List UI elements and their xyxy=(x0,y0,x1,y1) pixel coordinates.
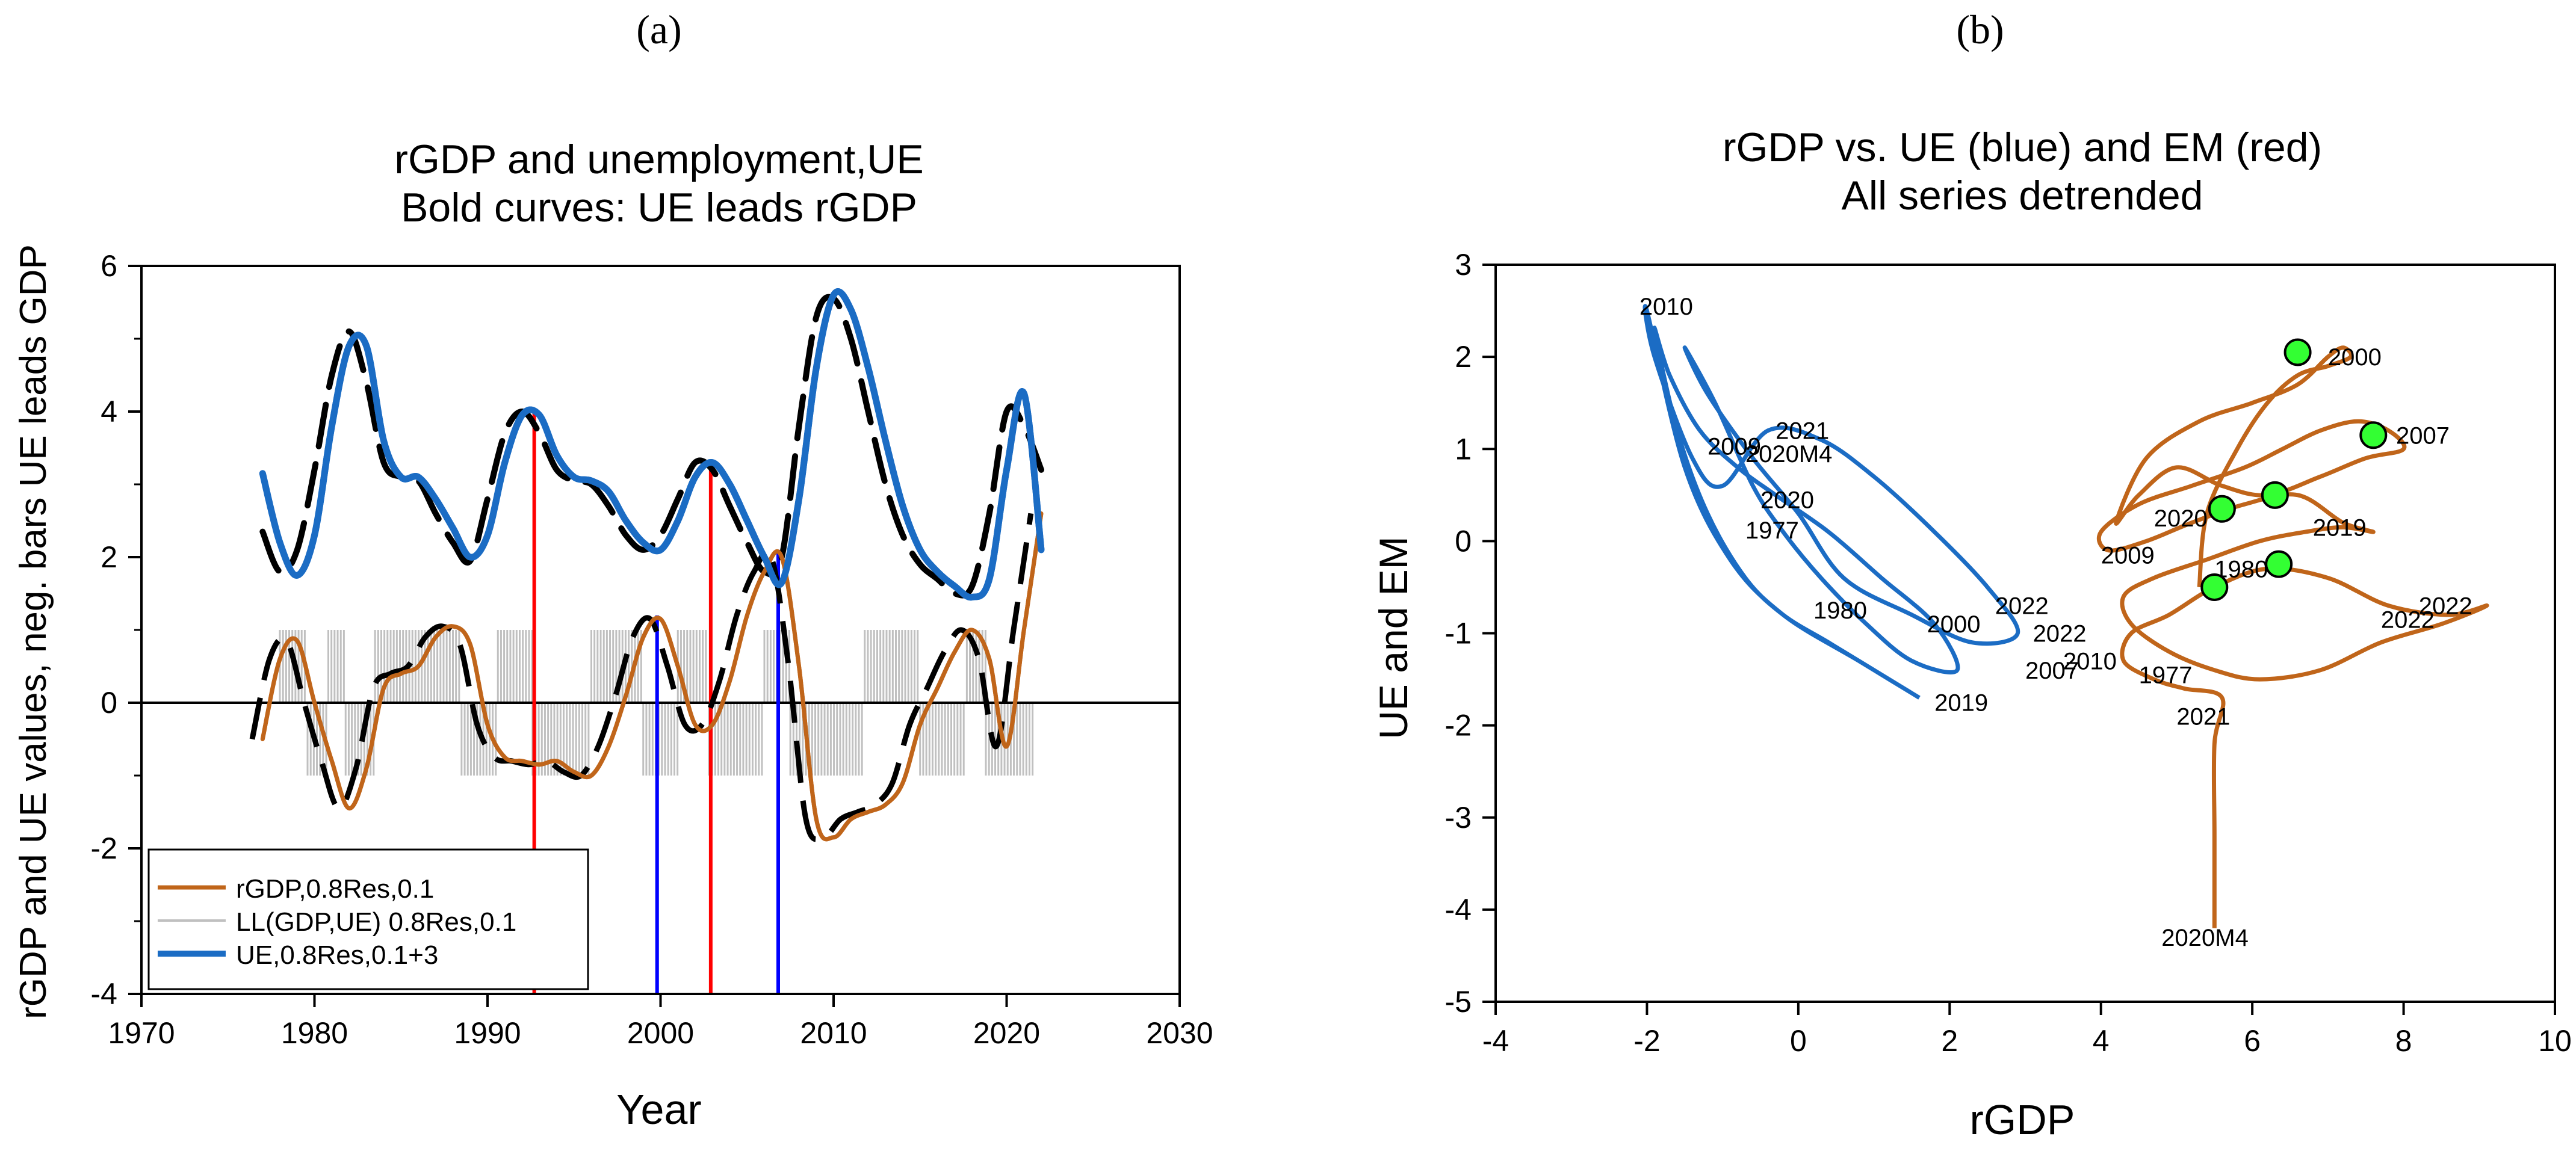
series-ue-lagged xyxy=(259,294,1044,599)
year-annotation: 2022 xyxy=(1995,593,2049,620)
x-tick-label: 6 xyxy=(2244,1024,2261,1058)
y-tick-label: -4 xyxy=(91,977,117,1011)
year-annotation: 2020M4 xyxy=(1745,441,1833,467)
x-tick-label: -4 xyxy=(1482,1024,1509,1058)
y-tick-label: -5 xyxy=(1445,985,1472,1019)
y-tick-label: 0 xyxy=(1455,524,1472,558)
year-annotation: 2020 xyxy=(2154,505,2208,532)
year-annotation: 2007 xyxy=(2025,658,2079,684)
panel-a-title-line1: rGDP and unemployment,UE xyxy=(394,137,923,182)
y-tick-label: -1 xyxy=(1445,617,1472,650)
green-point xyxy=(2283,338,2312,366)
panel-b-label: (b) xyxy=(1956,7,2004,52)
x-tick-label: 2000 xyxy=(627,1016,694,1050)
panel-b-title-line1: rGDP vs. UE (blue) and EM (red) xyxy=(1723,125,2322,170)
x-tick-label: 1990 xyxy=(454,1016,521,1050)
green-point xyxy=(2261,481,2289,509)
y-tick-label: 4 xyxy=(101,395,117,428)
year-annotation: 2009 xyxy=(1708,434,1761,460)
panel-a-xlabel: Year xyxy=(616,1086,701,1133)
year-annotation: 2022 xyxy=(2381,607,2435,634)
y-tick-label: 3 xyxy=(1455,248,1472,282)
x-tick-label: 8 xyxy=(2395,1024,2412,1058)
series-rgdp-top xyxy=(260,513,1044,842)
x-tick-label: 4 xyxy=(2093,1024,2110,1058)
y-tick-label: 0 xyxy=(101,686,117,720)
green-point xyxy=(2359,421,2388,449)
x-tick-label: 10 xyxy=(2538,1024,2572,1058)
green-point xyxy=(2208,495,2236,523)
x-tick-label: -2 xyxy=(1633,1024,1660,1058)
x-tick-label: 2 xyxy=(1941,1024,1958,1058)
year-annotation: 2000 xyxy=(2328,344,2382,371)
panel-b-ylabel: UE and EM xyxy=(1371,536,1416,739)
chart-a: 1970 1980 1990 2000 2010 2020 2030 -4 -2 0 2 4 6 xyxy=(91,249,1213,1050)
green-point xyxy=(2265,550,2293,578)
y-tick-label: 2 xyxy=(1455,340,1472,374)
year-annotation: 2010 xyxy=(2063,648,2117,674)
x-tick-label: 2030 xyxy=(1146,1016,1213,1050)
year-annotation: 2020 xyxy=(1760,487,1814,513)
x-tick-label: 2020 xyxy=(973,1016,1040,1050)
year-annotation: 2010 xyxy=(1639,294,1693,320)
year-annotation: 1977 xyxy=(1745,517,1799,544)
panel-b-xlabel: rGDP xyxy=(1970,1096,2075,1143)
x-tick-label: 1980 xyxy=(281,1016,348,1050)
x-tick-label: 2010 xyxy=(800,1016,867,1050)
y-tick-label: 6 xyxy=(101,249,117,283)
legend-label-ue: UE,0.8Res,0.1+3 xyxy=(236,940,438,970)
year-annotation: 2020M4 xyxy=(2161,925,2249,951)
series-ue-loop xyxy=(1643,304,2020,700)
year-annotation: 2021 xyxy=(1776,418,1829,445)
x-tick-label: 1970 xyxy=(108,1016,175,1050)
green-point xyxy=(2200,573,2229,601)
series-rgdp-lagged xyxy=(249,513,1034,842)
year-annotation: 2000 xyxy=(1927,611,1981,638)
y-tick-label: -4 xyxy=(1445,893,1472,927)
chart-b: 2010202120092020M42020197719802000202220… xyxy=(1445,248,2572,1058)
x-tick-label: 0 xyxy=(1790,1024,1807,1058)
year-annotation: 2019 xyxy=(2313,514,2367,541)
year-annotation: 2007 xyxy=(2396,422,2450,449)
panel-a-ylabel: rGDP and UE values, neg. bars UE leads G… xyxy=(13,244,54,1019)
year-annotation: 2019 xyxy=(1934,690,1988,716)
y-tick-label: -3 xyxy=(1445,801,1472,835)
year-annotation: 2009 xyxy=(2101,542,2155,569)
legend-label-rgdp: rGDP,0.8Res,0.1 xyxy=(236,874,434,904)
year-annotation: 2022 xyxy=(2419,593,2472,620)
year-annotation: 2021 xyxy=(2176,703,2230,730)
legend-a: rGDP,0.8Res,0.1 LL(GDP,UE) 0.8Res,0.1 UE… xyxy=(147,848,589,990)
legend-label-ll: LL(GDP,UE) 0.8Res,0.1 xyxy=(236,907,516,937)
year-annotation: 1980 xyxy=(1813,597,1867,624)
panel-b-title-line2: All series detrended xyxy=(1841,173,2203,218)
year-annotation: 1977 xyxy=(2139,662,2193,688)
y-tick-label: -2 xyxy=(1445,709,1472,742)
y-tick-label: 2 xyxy=(101,540,117,574)
panel-a-label: (a) xyxy=(636,7,681,52)
y-tick-label: -2 xyxy=(91,831,117,865)
panel-a-title-line2: Bold curves: UE leads rGDP xyxy=(401,185,917,230)
y-tick-label: 1 xyxy=(1455,432,1472,466)
year-annotation: 2022 xyxy=(2033,621,2087,647)
series-ue-top xyxy=(259,288,1045,601)
